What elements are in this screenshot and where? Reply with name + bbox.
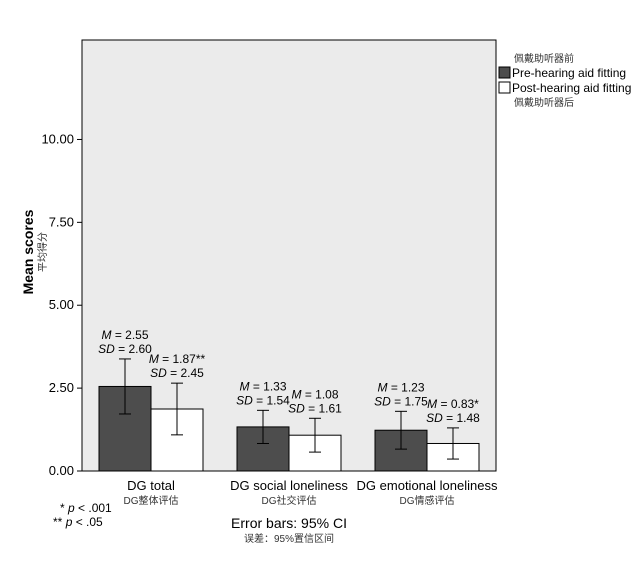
category-sublabel: DG整体评估	[124, 494, 179, 507]
y-tick-label: 5.00	[49, 297, 74, 312]
y-tick-label: 0.00	[49, 463, 74, 478]
y-tick-label: 2.50	[49, 380, 74, 395]
category-sublabel: DG情感评估	[400, 494, 455, 507]
footnote-1: * p < .001	[60, 501, 112, 515]
y-axis-label: Mean scores	[20, 209, 36, 294]
category-label: DG emotional loneliness	[357, 478, 498, 493]
legend-swatch-pre	[498, 66, 511, 79]
data-label: M = 2.55	[101, 328, 148, 342]
data-label: M = 1.23	[377, 380, 424, 394]
y-axis: 0.00 2.50 5.00 7.50 10.00	[41, 131, 82, 478]
legend: 佩戴助听器前 Pre-hearing aid fitting Post-hear…	[498, 52, 631, 109]
caption-sub: 误差：95%置信区间	[244, 532, 334, 545]
y-tick-label: 10.00	[41, 131, 74, 146]
category-label: DG total	[127, 478, 175, 493]
y-tick-label: 7.50	[49, 214, 74, 229]
data-label: SD = 2.60	[98, 342, 152, 356]
data-label: SD = 1.75	[374, 394, 428, 408]
data-label: M = 1.87**	[149, 352, 206, 366]
footnote-2: ** p < .05	[53, 515, 103, 529]
data-label: M = 1.33	[239, 379, 286, 393]
bars	[98, 385, 480, 472]
legend-title: 佩戴助听器前	[514, 52, 574, 65]
data-label: M = 0.83*	[427, 397, 479, 411]
legend-label-post: Post-hearing aid fitting	[512, 81, 631, 95]
data-label: SD = 1.54	[236, 393, 290, 407]
data-label: SD = 2.45	[150, 366, 204, 380]
data-label: M = 1.08	[291, 387, 338, 401]
footnotes: * p < .001 ** p < .05	[53, 501, 112, 529]
category-sublabel: DG社交评估	[262, 494, 317, 507]
legend-swatch-post	[498, 81, 511, 94]
data-label: SD = 1.48	[426, 411, 480, 425]
y-axis-label-sub: 平均得分	[37, 232, 49, 272]
category-label: DG social loneliness	[230, 478, 348, 493]
data-label: SD = 1.61	[288, 401, 342, 415]
legend-label-pre: Pre-hearing aid fitting	[512, 66, 626, 80]
error-bars	[119, 358, 459, 460]
legend-footer: 佩戴助听器后	[514, 96, 574, 109]
caption: Error bars: 95% CI	[231, 515, 347, 531]
